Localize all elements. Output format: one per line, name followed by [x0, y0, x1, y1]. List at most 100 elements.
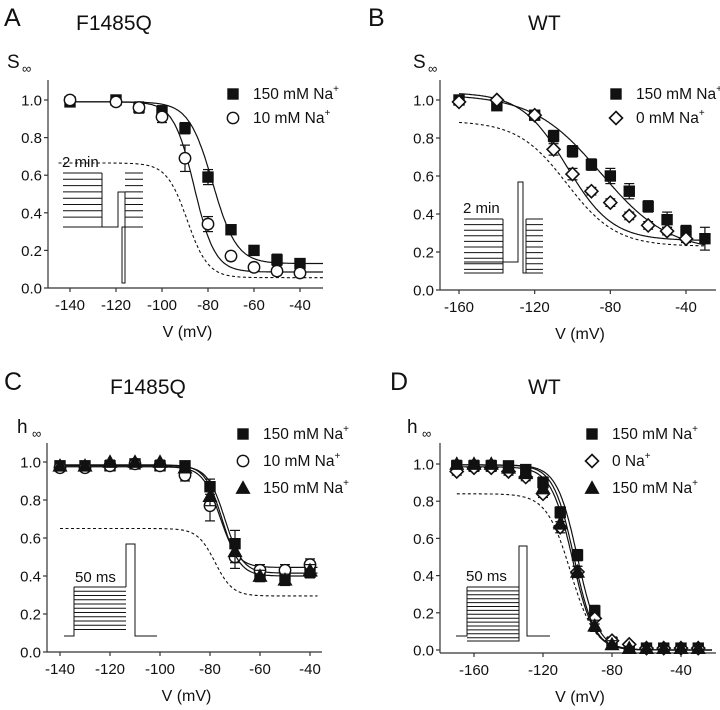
- x-axis-label: V (mV): [162, 688, 212, 705]
- legend-marker: [610, 88, 622, 100]
- legend-label-superscript: +: [645, 451, 651, 462]
- data-point: [293, 266, 307, 280]
- data-point: [248, 244, 260, 257]
- legend-entry: 150 mM Na+: [584, 478, 698, 497]
- x-axis-label: V (mV): [555, 326, 605, 343]
- data-point: [659, 223, 675, 239]
- data-point: [247, 260, 261, 274]
- y-axis-label-subscript: ∞: [428, 61, 437, 76]
- data-point: [621, 208, 637, 224]
- inset-duration-label: 50 ms: [466, 568, 507, 585]
- y-axis-label: h: [407, 417, 418, 438]
- legend-label-text: 10 mM Na: [253, 110, 325, 127]
- data-point: [527, 107, 543, 123]
- series-2: [52, 454, 318, 587]
- series-1: [53, 457, 318, 577]
- series-1: [63, 93, 323, 280]
- legend-label-text: 150 mM Na: [253, 86, 333, 103]
- legend-label-superscript: +: [335, 451, 341, 462]
- data-point: [604, 170, 617, 182]
- data-point: [466, 456, 482, 470]
- panel-title: WT: [528, 12, 561, 35]
- y-tick-label: 0.2: [20, 607, 41, 624]
- legend-label: 0 Na+: [612, 451, 651, 470]
- legend-marker: [608, 110, 624, 126]
- y-tick-label: 0.8: [413, 131, 434, 148]
- data-point: [640, 217, 656, 234]
- data-point: [277, 572, 293, 586]
- data-point: [673, 640, 689, 654]
- data-point: [109, 95, 123, 109]
- panel-c: C F1485Q h ∞ 0.0 0.2 0.4 0.6 0.8 1.0 -140 -120 -100 -…: [4, 368, 349, 705]
- data-point: [201, 217, 215, 231]
- x-tick-label: -80: [197, 297, 219, 314]
- data-point: [552, 515, 568, 530]
- legend-marker: [584, 480, 600, 494]
- data-point: [642, 200, 654, 213]
- legend-label-text: 0 mM Na: [636, 110, 699, 127]
- y-tick-label: 0.0: [20, 645, 41, 662]
- x-tick-label: -40: [289, 297, 311, 314]
- legend-label: 150 mM Na+: [263, 478, 349, 497]
- y-tick-label: 0.6: [413, 531, 434, 548]
- panel-title: F1485Q: [76, 12, 152, 35]
- data-point: [178, 151, 192, 165]
- inset-trace: [63, 173, 103, 228]
- data-point: [102, 454, 118, 468]
- legend-label-superscript: +: [343, 424, 349, 435]
- panel-a: A F1485Q S ∞ 0.0 0.2 0.4 0.6 0.8 1.0 -140 -120 -100 -…: [4, 4, 339, 341]
- legend-entry: 0 mM Na+: [608, 108, 705, 127]
- y-tick-label: 0.8: [21, 130, 42, 147]
- data-point: [690, 640, 706, 654]
- x-tick-label: -120: [101, 297, 131, 314]
- data-point: [602, 194, 618, 211]
- data-point: [52, 458, 68, 472]
- legend-marker: [236, 454, 250, 468]
- y-axis-label: S: [413, 52, 426, 73]
- fit-curve: [70, 101, 323, 273]
- x-tick-label: -140: [55, 297, 85, 314]
- y-tick-label: 0.4: [20, 569, 41, 586]
- data-point: [152, 454, 168, 468]
- y-tick-label: 0.6: [21, 168, 42, 185]
- data-point: [155, 110, 169, 124]
- data-point: [451, 94, 467, 110]
- fit-curve: [456, 464, 712, 651]
- y-tick-label: 0.0: [21, 281, 42, 298]
- legend-label-superscript: +: [343, 478, 349, 489]
- data-point: [224, 249, 238, 263]
- data-point: [545, 141, 562, 158]
- data-point: [202, 488, 218, 503]
- legend-entry: 150 mM Na+: [586, 424, 698, 443]
- y-tick-label: 1.0: [21, 93, 42, 110]
- series-1: [451, 92, 705, 247]
- legend-label: 150 mM Na+: [612, 424, 698, 443]
- legend-label-text: 150 mM Na: [612, 426, 692, 443]
- y-tick-label: 0.0: [413, 643, 434, 660]
- legend-marker: [235, 480, 251, 494]
- inset-trace: [464, 219, 504, 274]
- voltage-protocol-inset: [64, 543, 157, 637]
- data-point: [535, 480, 551, 495]
- legend-entry: 150 mM Na+: [237, 424, 349, 443]
- data-point: [127, 454, 143, 468]
- data-point: [585, 158, 598, 171]
- y-tick-label: 1.0: [413, 93, 434, 110]
- data-point: [587, 618, 603, 632]
- x-tick-label: -100: [145, 661, 175, 678]
- inset-duration-label: 2 min: [463, 200, 500, 217]
- x-tick-label: -100: [147, 297, 177, 314]
- x-tick-label: -40: [299, 661, 321, 678]
- data-point: [621, 640, 637, 654]
- panel-title: F1485Q: [110, 376, 186, 399]
- legend-label: 150 mM Na+: [263, 424, 349, 443]
- data-point: [518, 465, 534, 480]
- voltage-protocol-inset: [456, 545, 550, 642]
- reference-dashed-curve: [58, 162, 323, 279]
- data-point: [177, 459, 193, 474]
- data-point: [202, 171, 214, 183]
- y-tick-label: 0.2: [413, 605, 434, 622]
- legend-marker: [586, 428, 598, 440]
- data-point: [678, 231, 694, 247]
